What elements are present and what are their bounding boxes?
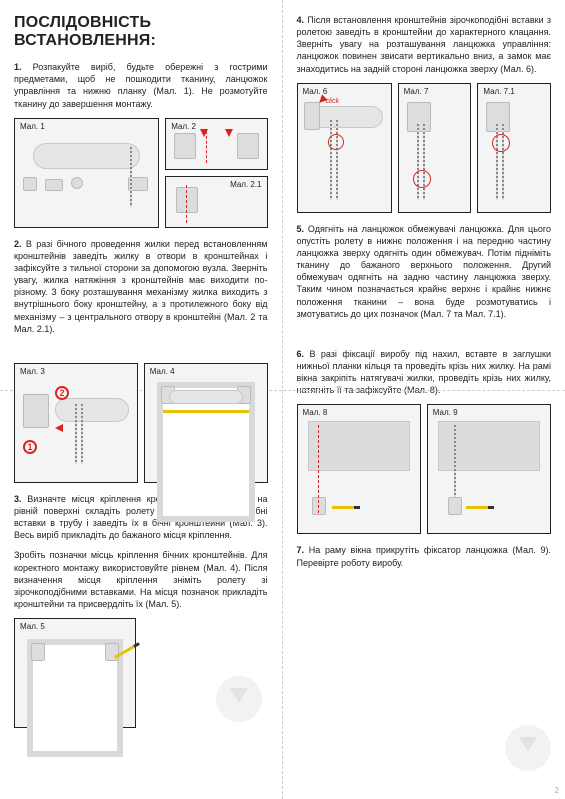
figure-6-label: Мал. 6 — [303, 87, 328, 96]
cord-line-icon — [186, 185, 187, 223]
cord-line-icon — [206, 131, 207, 163]
screwdriver-icon — [466, 506, 494, 509]
step-1-text: 1. Розпакуйте виріб, будьте обережні з г… — [14, 61, 268, 110]
part-icon — [23, 177, 37, 191]
chain-holder-icon — [448, 497, 462, 515]
figure-4-label: Мал. 4 — [150, 367, 175, 376]
step-7-text: 7. На раму вікна прикрутіть фіксатор лан… — [297, 544, 552, 568]
figure-2-1-label: Мал. 2.1 — [230, 180, 261, 189]
fabric-icon — [308, 421, 410, 471]
watermark-slot — [142, 618, 268, 728]
figure-3: Мал. 3 2 1 — [14, 363, 138, 483]
mechanism-icon — [407, 102, 431, 132]
figure-8-label: Мал. 8 — [303, 408, 328, 417]
arrow-icon — [225, 129, 233, 137]
step-2-text: 2. В разі бічного проведення жилки перед… — [14, 238, 268, 335]
chain-icon — [336, 120, 338, 200]
chain-icon — [75, 404, 77, 464]
chain-icon — [130, 147, 132, 207]
spacer — [14, 343, 268, 357]
figure-1-label: Мал. 1 — [20, 122, 45, 131]
page-number: 2 — [555, 786, 559, 795]
bracket-icon — [304, 102, 320, 130]
figure-1: Мал. 1 — [14, 118, 159, 228]
figure-6: Мал. 6 click — [297, 83, 392, 213]
bracket-icon — [31, 643, 45, 661]
watermark-icon — [505, 725, 551, 771]
highlight-ring-icon — [492, 134, 510, 152]
part-icon — [45, 179, 63, 191]
figure-4: Мал. 4 — [144, 363, 268, 483]
mechanism-icon — [486, 102, 510, 132]
figure-9: Мал. 9 — [427, 404, 551, 534]
callout-2: 2 — [55, 386, 69, 400]
cord-line-icon — [318, 425, 319, 513]
bracket-icon — [23, 394, 49, 428]
figure-5: Мал. 5 — [14, 618, 136, 728]
right-dashed-divider — [283, 390, 565, 391]
highlight-ring-icon — [328, 134, 344, 150]
figure-2-stack: Мал. 2 Мал. 2.1 — [165, 118, 267, 228]
click-label: click — [326, 98, 340, 105]
figure-row-2: Мал. 3 2 1 Мал. 4 — [14, 363, 268, 483]
chain-icon — [423, 124, 425, 200]
step-5-text: 5. Одягніть на ланцюжок обмежувачі ланцю… — [297, 223, 552, 320]
figure-7-1-label: Мал. 7.1 — [483, 87, 514, 96]
chain-icon — [330, 120, 332, 200]
part-icon — [71, 177, 83, 189]
figure-7-1: Мал. 7.1 — [477, 83, 551, 213]
figure-row-3: Мал. 5 — [14, 618, 268, 728]
chain-icon — [454, 425, 456, 505]
roller-tube-icon — [55, 398, 129, 422]
chain-icon — [417, 124, 419, 200]
tensioner-icon — [312, 497, 326, 515]
bracket-icon — [176, 187, 198, 213]
roller-tube-icon — [33, 143, 140, 169]
figure-8: Мал. 8 — [297, 404, 421, 534]
figure-2-label: Мал. 2 — [171, 122, 196, 131]
page: Послідовність встановлення: 1. Розпакуйт… — [0, 0, 565, 799]
watermark-icon — [216, 676, 262, 722]
step-3b-text: Зробіть позначки місць кріплення бічних … — [14, 549, 268, 610]
roller-tube-icon — [169, 390, 243, 404]
spacer — [297, 328, 552, 348]
left-column: Послідовність встановлення: 1. Розпакуйт… — [0, 0, 283, 799]
highlight-ring-icon — [413, 170, 431, 188]
chain-icon — [81, 404, 83, 464]
figure-row-4: Мал. 6 click Мал. 7 Мал. 7.1 — [297, 83, 552, 213]
right-column: 4. Після встановлення кронштейнів зірочк… — [283, 0, 565, 799]
figure-row-1: Мал. 1 Мал. 2 Мал. 2.1 — [14, 118, 268, 228]
figure-row-5: Мал. 8 Мал. 9 — [297, 404, 552, 534]
level-tool-icon — [163, 410, 249, 413]
figure-2-1: Мал. 2.1 — [165, 176, 267, 228]
figure-7-label: Мал. 7 — [404, 87, 429, 96]
figure-3-label: Мал. 3 — [20, 367, 45, 376]
bracket-icon — [105, 643, 119, 661]
step-4-text: 4. Після встановлення кронштейнів зірочк… — [297, 14, 552, 75]
figure-7: Мал. 7 — [398, 83, 472, 213]
callout-1: 1 — [23, 440, 37, 454]
arrow-icon — [55, 424, 63, 432]
figure-9-label: Мал. 9 — [433, 408, 458, 417]
screwdriver-icon — [332, 506, 360, 509]
page-title: Послідовність встановлення: — [14, 14, 268, 49]
figure-2: Мал. 2 — [165, 118, 267, 170]
bracket-icon — [174, 133, 196, 159]
bracket-icon — [237, 133, 259, 159]
figure-5-label: Мал. 5 — [20, 622, 45, 631]
